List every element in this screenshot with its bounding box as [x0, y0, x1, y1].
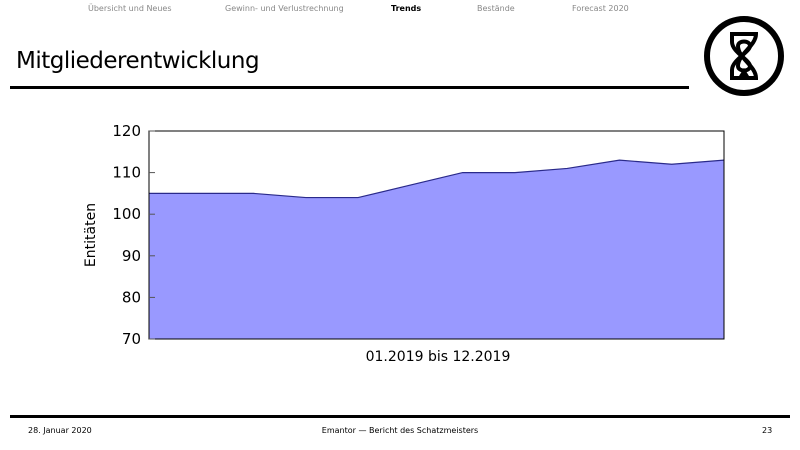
nav-item-forecast[interactable]: Forecast 2020 [572, 4, 629, 13]
series-line [149, 159, 725, 199]
hourglass-logo [704, 16, 784, 96]
nav-item-trends[interactable]: Trends [391, 4, 422, 13]
y-axis-label: Entitäten [83, 203, 99, 267]
y-tick-label: 70 [122, 330, 141, 348]
x-axis-label: 01.2019 bis 12.2019 [366, 349, 511, 365]
area-fill [149, 160, 724, 339]
y-tick-label: 110 [112, 164, 141, 182]
y-tick-label: 80 [122, 288, 141, 306]
nav-item-uebersicht[interactable]: Übersicht und Neues [88, 4, 172, 13]
y-tick-label: 100 [112, 205, 141, 223]
page-title: Mitgliederentwicklung [16, 48, 260, 74]
footer-date: 28. Januar 2020 [28, 426, 92, 435]
footer-title: Emantor — Bericht des Schatzmeisters [321, 426, 479, 435]
plot-frame [148, 130, 725, 340]
page-number: 23 [762, 426, 773, 435]
footer-rule [10, 415, 790, 418]
nav-item-guv[interactable]: Gewinn- und Verlustrechnung [225, 4, 344, 13]
title-rule [10, 86, 689, 89]
nav-item-bestaende[interactable]: Bestände [477, 4, 515, 13]
y-tick-label: 90 [122, 247, 141, 265]
section-navigation: Übersicht und Neues Gewinn- und Verlustr… [0, 4, 800, 20]
y-tick-label: 120 [112, 122, 141, 140]
